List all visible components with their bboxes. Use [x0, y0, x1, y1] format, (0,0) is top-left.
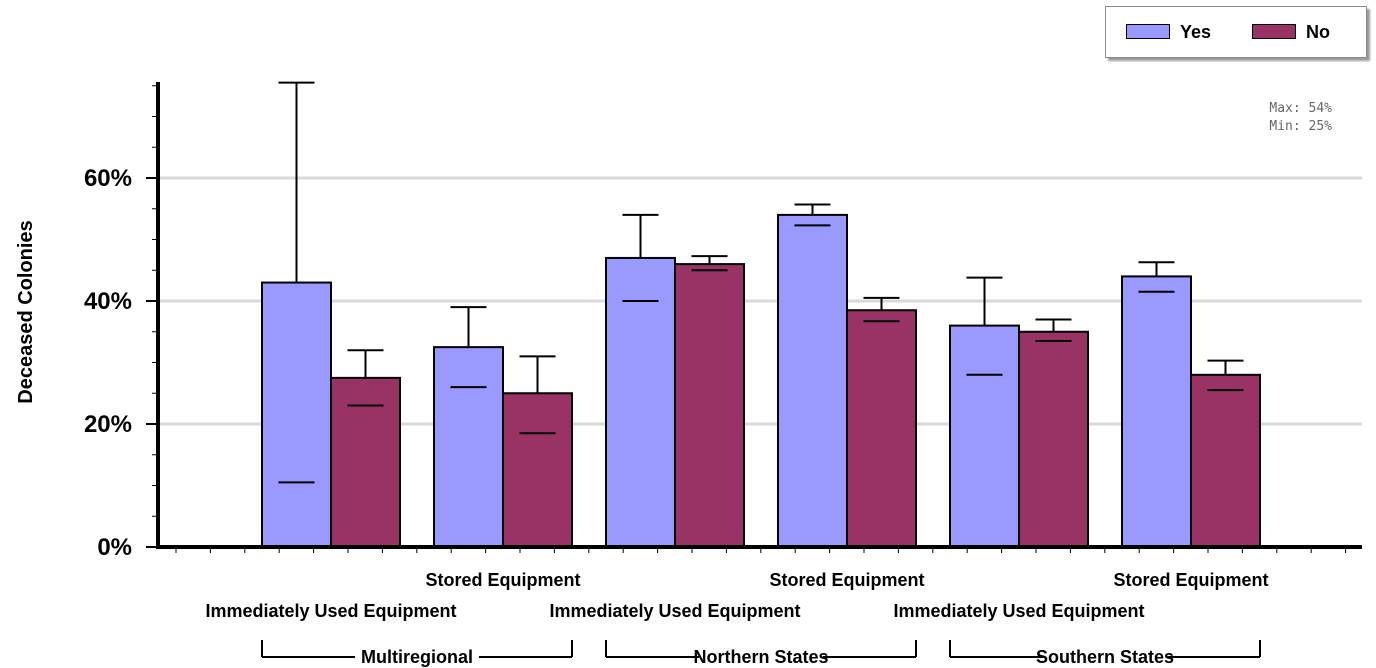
bar-yes: [261, 281, 332, 548]
category-label: Immediately Used Equipment: [205, 601, 456, 621]
y-tick-label: 40%: [84, 288, 132, 315]
bar-no: [846, 309, 917, 548]
axes: 0% 20% 40% 60%: [84, 82, 1362, 561]
y-tick-label: 0%: [97, 534, 132, 561]
category-label: Stored Equipment: [1113, 570, 1268, 590]
bar-no: [502, 392, 573, 548]
legend-swatch-no: [1252, 24, 1296, 39]
bar-yes: [605, 256, 676, 548]
group-label: Multiregional: [361, 647, 473, 667]
bar-yes: [433, 346, 504, 548]
y-tick-label: 20%: [84, 411, 132, 438]
bar-no: [1018, 330, 1089, 548]
bars: [261, 213, 1261, 548]
legend-swatch-yes: [1126, 24, 1170, 39]
bar-no: [674, 263, 745, 548]
bar-no: [1190, 373, 1261, 548]
max-annotation: Max: 54%: [1269, 101, 1332, 116]
group-label: Northern States: [693, 647, 828, 667]
y-tick-label: 60%: [84, 165, 132, 192]
error-bars: [278, 81, 1244, 484]
legend-label-no: No: [1306, 22, 1330, 42]
legend-label-yes: Yes: [1180, 22, 1212, 42]
category-label: Stored Equipment: [769, 570, 924, 590]
category-label: Immediately Used Equipment: [893, 601, 1144, 621]
category-labels: Immediately Used Equipment Stored Equipme…: [205, 570, 1268, 667]
group-label: Southern States: [1036, 647, 1174, 667]
stats-annotation: Max: 54% Min: 25%: [1222, 100, 1332, 136]
bar-yes: [1121, 275, 1192, 548]
category-label: Stored Equipment: [425, 570, 580, 590]
legend: Yes No: [1105, 6, 1367, 58]
category-label: Immediately Used Equipment: [549, 601, 800, 621]
bar-yes: [777, 213, 848, 548]
min-annotation: Min: 25%: [1269, 119, 1332, 134]
y-axis-label: Deceased Colonies: [15, 220, 37, 403]
bar-yes: [949, 324, 1020, 548]
bar-no: [330, 376, 401, 548]
